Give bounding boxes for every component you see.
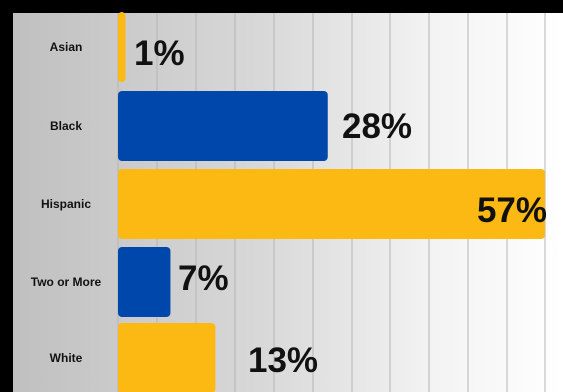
value-label: 13%: [248, 341, 318, 380]
bar-asian: [118, 12, 126, 82]
category-label: Asian: [50, 40, 83, 54]
value-label: 57%: [477, 191, 547, 230]
bar-hispanic: [118, 169, 545, 239]
bar-white: [118, 323, 216, 392]
category-label: Two or More: [31, 275, 102, 289]
category-label: Black: [50, 119, 82, 133]
value-label: 7%: [178, 259, 229, 298]
value-label: 1%: [134, 34, 185, 73]
category-label: White: [50, 351, 83, 365]
bar-black: [118, 91, 328, 161]
bar-two-or-more: [118, 247, 171, 317]
category-label: Hispanic: [41, 197, 91, 211]
value-label: 28%: [342, 107, 412, 146]
